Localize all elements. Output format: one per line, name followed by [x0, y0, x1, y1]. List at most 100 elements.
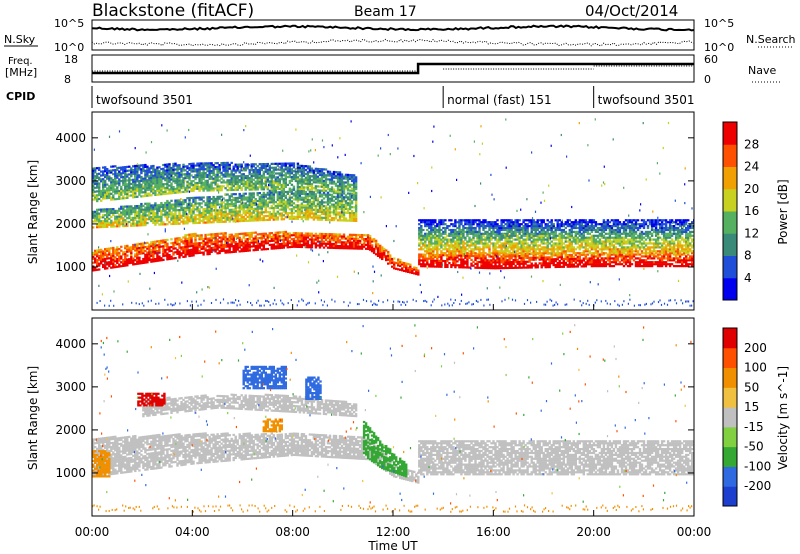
heatmap-cell: [172, 209, 175, 212]
heatmap-cell: [372, 251, 376, 254]
heatmap-cell: [232, 188, 235, 191]
heatmap-cell: [226, 181, 229, 184]
heatmap-cell: [156, 185, 159, 188]
heatmap-cell: [514, 266, 517, 269]
heatmap-cell: [112, 262, 115, 265]
heatmap-cell: [132, 209, 135, 212]
heatmap-cell: [338, 184, 342, 188]
heatmap-cell: [136, 176, 139, 179]
heatmap-cell: [564, 256, 568, 259]
heatmap-cell: [134, 218, 137, 221]
heatmap-cell: [274, 176, 278, 179]
heatmap-cell: [256, 246, 259, 249]
heatmap-cell: [190, 220, 193, 223]
heatmap-cell: [156, 210, 159, 213]
heatmap-cell: [224, 216, 227, 219]
heatmap-cell: [214, 209, 217, 212]
heatmap-cell: [262, 248, 266, 251]
heatmap-cell: [244, 186, 247, 189]
heatmap-cell: [176, 222, 179, 225]
heatmap-cell: [188, 254, 191, 258]
heatmap-cell: [236, 246, 239, 249]
heatmap-cell: [198, 177, 201, 181]
heatmap-cell: [336, 213, 340, 216]
heatmap-cell: [100, 178, 103, 181]
heatmap-cell: [368, 240, 372, 243]
heatmap-cell: [308, 167, 312, 170]
heatmap-cell: [260, 219, 264, 222]
heatmap-cell: [158, 189, 161, 192]
heatmap-cell: [106, 247, 109, 250]
heatmap-cell: [134, 205, 137, 208]
heatmap-cell: [264, 176, 268, 179]
heatmap-cell: [288, 212, 292, 215]
heatmap-cell: [126, 207, 129, 210]
heatmap-cell: [130, 173, 133, 176]
heatmap-cell: [114, 172, 117, 176]
heatmap-cell: [242, 208, 245, 211]
heatmap-cell: [114, 180, 117, 183]
heatmap-cell: [554, 263, 557, 267]
heatmap-cell: [174, 207, 177, 210]
heatmap-cell: [210, 217, 213, 220]
heatmap-cell: [98, 208, 101, 211]
heatmap-cell: [176, 201, 179, 204]
heatmap-cell: [268, 212, 272, 216]
heatmap-cell: [164, 209, 167, 212]
heatmap-cell: [500, 259, 503, 262]
heatmap-cell: [238, 165, 241, 168]
heatmap-cell: [496, 261, 499, 264]
heatmap-cell: [176, 177, 179, 181]
heatmap-cell: [352, 241, 356, 244]
heatmap-cell: [338, 213, 342, 216]
heatmap-cell: [130, 257, 133, 260]
heatmap-cell: [200, 251, 203, 254]
heatmap-cell: [154, 186, 157, 189]
heatmap-cell: [112, 248, 115, 252]
heatmap-cell: [100, 258, 103, 261]
heatmap-cell: [146, 167, 149, 170]
heatmap-cell: [628, 265, 632, 268]
heatmap-cell: [312, 199, 316, 202]
heatmap-cell: [524, 256, 527, 259]
heatmap-cell: [328, 193, 332, 196]
heatmap-cell: [118, 251, 121, 254]
heatmap-cell: [418, 263, 421, 266]
heatmap-cell: [288, 176, 292, 179]
heatmap-cell: [300, 212, 304, 215]
heatmap-cell: [342, 191, 346, 194]
heatmap-cell: [228, 245, 231, 248]
heatmap-cell: [248, 241, 251, 244]
heatmap-cell: [304, 176, 308, 179]
heatmap-cell: [100, 193, 103, 196]
heatmap-cell: [284, 216, 288, 219]
heatmap-cell: [318, 177, 322, 180]
heatmap-cell: [92, 253, 95, 256]
heatmap-cell: [320, 238, 324, 241]
heatmap-cell: [306, 218, 310, 221]
heatmap-cell: [280, 172, 284, 175]
heatmap-cell: [494, 267, 497, 270]
heatmap-cell: [668, 257, 672, 260]
heatmap-cell: [106, 168, 109, 171]
heatmap-cell: [262, 240, 266, 243]
heatmap-cell: [276, 199, 280, 202]
heatmap-cell: [256, 209, 259, 212]
heatmap-cell: [126, 187, 129, 190]
heatmap-cell: [456, 256, 459, 259]
heatmap-cell: [228, 247, 231, 250]
heatmap-cell: [220, 207, 223, 210]
heatmap-cell: [644, 265, 648, 268]
heatmap-cell: [356, 241, 360, 244]
heatmap-cell: [156, 187, 159, 190]
heatmap-cell: [338, 188, 342, 191]
heatmap-cell: [488, 263, 491, 266]
heatmap-cell: [128, 169, 131, 172]
heatmap-cell: [630, 253, 634, 256]
heatmap-cell: [242, 182, 245, 185]
heatmap-cell: [196, 187, 199, 190]
heatmap-cell: [436, 252, 439, 255]
heatmap-cell: [320, 232, 324, 236]
heatmap-cell: [298, 234, 302, 237]
heatmap-cell: [112, 225, 115, 228]
